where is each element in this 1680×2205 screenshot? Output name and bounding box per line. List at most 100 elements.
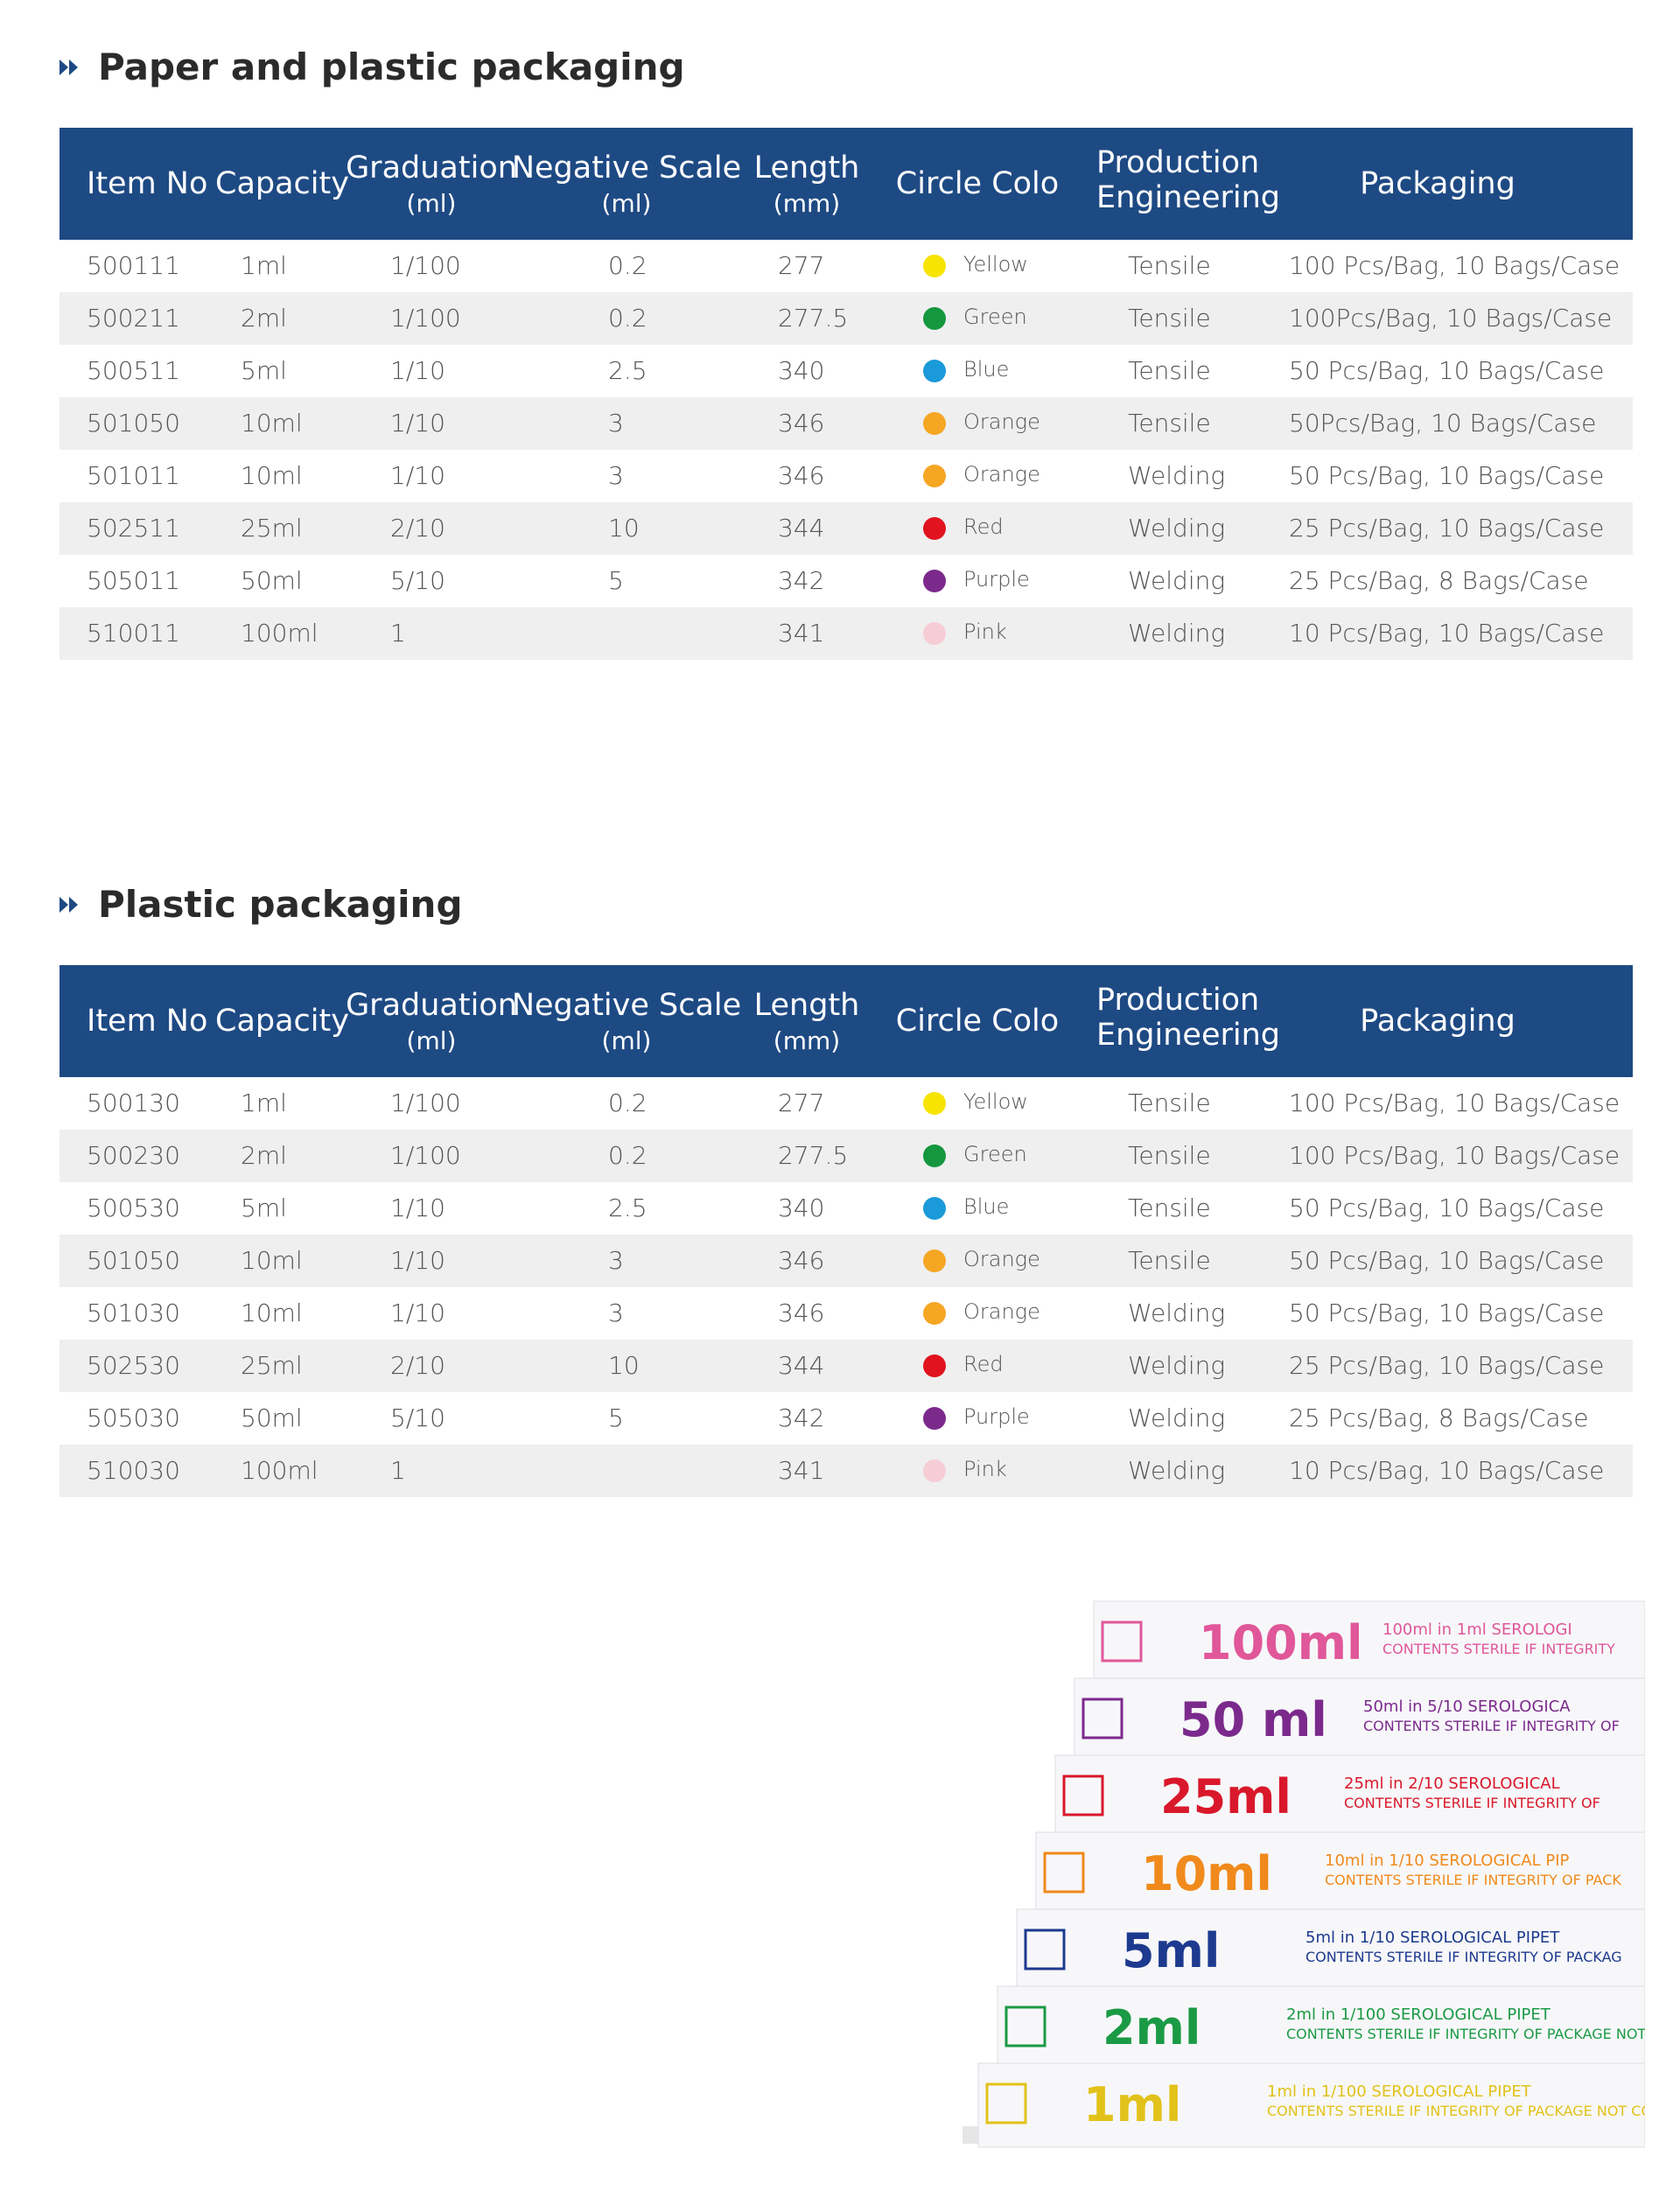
- table-row: [60, 1445, 1633, 1497]
- color-dot: [923, 1144, 946, 1167]
- table-row: [60, 1077, 1633, 1130]
- table-cell: 500230: [87, 1141, 180, 1170]
- table-cell: Purple: [963, 567, 1030, 592]
- header-cell: Capacity: [215, 1004, 349, 1039]
- packet-line: 5ml in 1/10 SEROLOGICAL PIPET: [1306, 1928, 1560, 1947]
- table-cell: Welding: [1128, 1404, 1226, 1432]
- header-sub: (mm): [773, 1026, 841, 1055]
- table-cell: 341: [778, 1456, 825, 1485]
- table-cell: 346: [778, 461, 825, 490]
- table-cell: 25 Pcs/Bag, 10 Bags/Case: [1289, 514, 1605, 542]
- table-cell: 2ml: [241, 304, 287, 332]
- table-row: [60, 1182, 1633, 1235]
- packet-line: 2ml in 1/100 SEROLOGICAL PIPET: [1286, 2006, 1551, 2024]
- table-cell: 346: [778, 1246, 825, 1275]
- packet: [977, 2062, 1645, 2148]
- table-cell: 50 Pcs/Bag, 10 Bags/Case: [1289, 1194, 1605, 1222]
- packet-size: 100ml: [1199, 1615, 1363, 1670]
- table-cell: 341: [778, 619, 825, 648]
- table-cell: Orange: [963, 1247, 1040, 1271]
- table-cell: 0.2: [608, 1141, 648, 1170]
- table-row: [60, 345, 1633, 397]
- table-cell: 10ml: [241, 409, 303, 438]
- product-photo: 100ml 100ml in 1ml SEROLOGI CONTENTS STERI…: [962, 1600, 1645, 2148]
- table-cell: 342: [778, 1404, 825, 1432]
- table-cell: 502511: [87, 514, 180, 542]
- header-cell: Capacity: [215, 166, 349, 201]
- table-header: [60, 128, 1633, 240]
- header-cell: Circle Colo: [895, 166, 1060, 201]
- table-cell: 1ml: [241, 1088, 287, 1117]
- color-dot: [923, 517, 946, 540]
- table-cell: 505030: [87, 1404, 180, 1432]
- table-cell: 5/10: [390, 1404, 445, 1432]
- table-cell: 100 Pcs/Bag, 10 Bags/Case: [1289, 1141, 1620, 1170]
- table-cell: 346: [778, 409, 825, 438]
- table-cell: 100Pcs/Bag, 10 Bags/Case: [1289, 304, 1613, 332]
- table-row: [60, 1340, 1633, 1392]
- color-dot: [923, 412, 946, 435]
- table-cell: 501050: [87, 1246, 180, 1275]
- table-cell: 10 Pcs/Bag, 10 Bags/Case: [1289, 1456, 1605, 1485]
- header-sub: (ml): [601, 189, 652, 218]
- table-row: [60, 397, 1633, 450]
- table-row: [60, 502, 1633, 555]
- packet: [1016, 1908, 1645, 1994]
- table-cell: 10: [608, 514, 640, 542]
- table-row: [60, 1130, 1633, 1182]
- table-row: [60, 240, 1633, 292]
- header-cell: Graduation: [346, 150, 517, 186]
- table-cell: Orange: [963, 462, 1040, 486]
- packet-size: 1ml: [1083, 2077, 1181, 2132]
- packet-line: CONTENTS STERILE IF INTEGRITY OF: [1363, 1718, 1620, 1734]
- header-cell: Graduation: [346, 988, 517, 1023]
- table-cell: Orange: [963, 410, 1040, 434]
- table-cell: 100 Pcs/Bag, 10 Bags/Case: [1289, 251, 1620, 280]
- table-cell: 1/10: [390, 356, 445, 385]
- table-cell: 1ml: [241, 251, 287, 280]
- table-cell: Red: [963, 1352, 1004, 1376]
- packet-line: CONTENTS STERILE IF INTEGRITY OF: [1344, 1795, 1600, 1811]
- table-cell: 1/10: [390, 1246, 445, 1275]
- table-cell: Welding: [1128, 1298, 1226, 1327]
- table-cell: 25ml: [241, 1351, 303, 1380]
- packet: [1054, 1754, 1645, 1840]
- table-row: [60, 450, 1633, 502]
- table-header: [60, 965, 1633, 1077]
- header-cell: Production Engineering: [1096, 145, 1280, 215]
- color-dot: [923, 1302, 946, 1325]
- table-cell: 1/100: [390, 1141, 461, 1170]
- table-cell: Tensile: [1128, 1246, 1211, 1275]
- header-cell: Negative Scale: [511, 988, 742, 1023]
- table-cell: Red: [963, 514, 1004, 539]
- table-cell: 1/100: [390, 251, 461, 280]
- table-cell: 25 Pcs/Bag, 8 Bags/Case: [1289, 566, 1589, 595]
- color-dot: [923, 255, 946, 277]
- table-cell: 3: [608, 1246, 624, 1275]
- table-cell: Welding: [1128, 619, 1226, 648]
- table-cell: Orange: [963, 1299, 1040, 1324]
- packet-size: 10ml: [1141, 1846, 1272, 1901]
- table-cell: Welding: [1128, 514, 1226, 542]
- table-cell: 100ml: [241, 1456, 318, 1485]
- table-row: [60, 1287, 1633, 1340]
- table-cell: 340: [778, 1194, 825, 1222]
- table-cell: 340: [778, 356, 825, 385]
- table-cell: 277: [778, 251, 825, 280]
- bullet-icon: [60, 897, 78, 913]
- table-cell: 0.2: [608, 304, 648, 332]
- header-cell: Circle Colo: [895, 1004, 1060, 1039]
- table-cell: 502530: [87, 1351, 180, 1380]
- packet-line: 1ml in 1/100 SEROLOGICAL PIPET: [1267, 2082, 1532, 2101]
- table-cell: 501030: [87, 1298, 180, 1327]
- table-cell: 10 Pcs/Bag, 10 Bags/Case: [1289, 619, 1605, 648]
- table-cell: 50 Pcs/Bag, 10 Bags/Case: [1289, 461, 1605, 490]
- table-cell: Green: [963, 304, 1027, 329]
- table-cell: Blue: [963, 357, 1010, 382]
- color-dot: [923, 465, 946, 487]
- header-cell: Negative Scale: [511, 150, 742, 186]
- table-cell: 100ml: [241, 619, 318, 648]
- table-cell: 342: [778, 566, 825, 595]
- table-cell: 500111: [87, 251, 180, 280]
- table-cell: 344: [778, 1351, 825, 1380]
